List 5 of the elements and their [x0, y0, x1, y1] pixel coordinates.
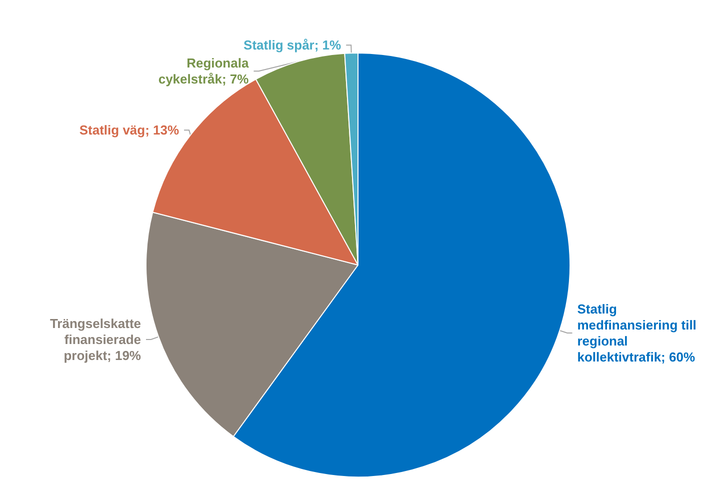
- slice-label: Statlig spår; 1%: [244, 38, 342, 53]
- slice-label: Statlig medfinansiering till regional kollektivtrafik; 60%: [577, 301, 696, 364]
- slice-label: Regionala cykelstråk; 7%: [158, 56, 250, 87]
- slice-label: Trängselskatte finansierade projekt; 19%: [50, 316, 142, 364]
- slice-label: Statlig väg; 13%: [79, 122, 180, 138]
